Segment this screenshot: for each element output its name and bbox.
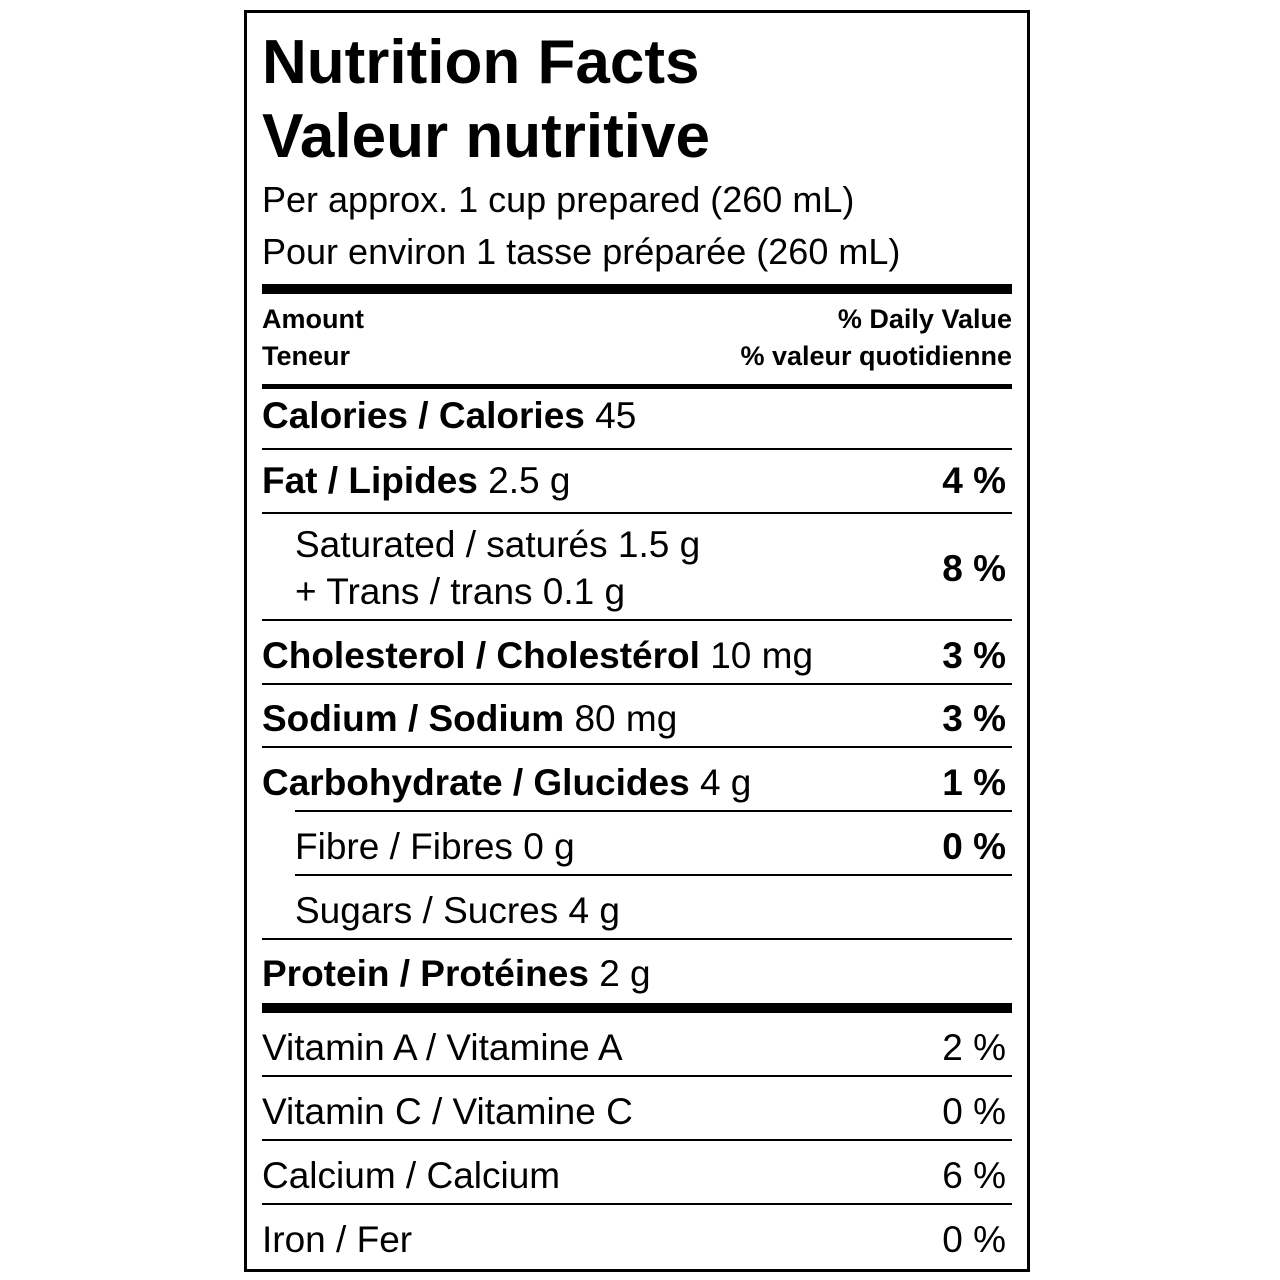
thick-divider	[262, 284, 1012, 294]
calories-label: Calories / Calories	[262, 395, 585, 436]
iron-dv: 0 %	[942, 1219, 1006, 1260]
protein-amount: 2 g	[599, 953, 651, 994]
divider	[262, 683, 1012, 685]
cholesterol-row: Cholesterol / Cholestérol 10 mg	[262, 635, 813, 677]
vitamin-a-label: Vitamin A / Vitamine A	[262, 1027, 623, 1068]
serving-size-fr: Pour environ 1 tasse préparée (260 mL)	[262, 231, 901, 272]
sodium-amount: 80 mg	[574, 698, 678, 739]
fat-label: Fat / Lipides	[262, 460, 478, 501]
medium-divider	[262, 384, 1012, 389]
fibre-label: Fibre / Fibres 0 g	[295, 826, 575, 867]
trans-label: + Trans / trans 0.1 g	[295, 571, 626, 612]
divider	[262, 1203, 1012, 1205]
protein-label: Protein / Protéines	[262, 953, 589, 994]
teneur-header: Teneur	[262, 341, 351, 371]
divider	[295, 810, 1012, 812]
vitamin-c-label: Vitamin C / Vitamine C	[262, 1091, 633, 1132]
divider	[262, 619, 1012, 621]
carbohydrate-label: Carbohydrate / Glucides	[262, 762, 690, 803]
saturated-trans-dv: 8 %	[942, 548, 1006, 589]
divider	[262, 1139, 1012, 1141]
divider	[295, 874, 1012, 876]
divider	[262, 1075, 1012, 1077]
amount-header: Amount	[262, 304, 364, 334]
cholesterol-amount: 10 mg	[710, 635, 814, 676]
carbohydrate-amount: 4 g	[699, 762, 752, 803]
divider	[262, 512, 1012, 514]
daily-value-header-fr: % valeur quotidienne	[740, 341, 1012, 371]
protein-row: Protein / Protéines 2 g	[262, 953, 651, 995]
iron-label: Iron / Fer	[262, 1219, 413, 1260]
serving-size-en: Per approx. 1 cup prepared (260 mL)	[262, 179, 855, 220]
calcium-label: Calcium / Calcium	[262, 1155, 561, 1196]
divider	[262, 746, 1012, 748]
thick-divider	[262, 1003, 1012, 1013]
calcium-dv: 6 %	[942, 1155, 1006, 1196]
daily-value-header-en: % Daily Value	[837, 304, 1012, 334]
cholesterol-label: Cholesterol / Cholestérol	[262, 635, 700, 676]
carbohydrate-row: Carbohydrate / Glucides 4 g	[262, 762, 751, 804]
divider	[262, 448, 1012, 450]
sodium-dv: 3 %	[942, 698, 1006, 739]
title-en: Nutrition Facts	[262, 28, 700, 97]
fat-row: Fat / Lipides 2.5 g	[262, 460, 570, 502]
carbohydrate-dv: 1 %	[942, 762, 1006, 803]
fat-amount: 2.5 g	[488, 460, 571, 501]
cholesterol-dv: 3 %	[942, 635, 1006, 676]
fat-dv: 4 %	[942, 460, 1006, 501]
sugars-label: Sugars / Sucres 4 g	[295, 890, 620, 931]
fibre-dv: 0 %	[942, 826, 1006, 867]
sodium-label: Sodium / Sodium	[262, 698, 565, 739]
calories-row: Calories / Calories 45	[262, 395, 636, 437]
saturated-label: Saturated / saturés 1.5 g	[295, 524, 701, 565]
sodium-row: Sodium / Sodium 80 mg	[262, 698, 677, 740]
vitamin-a-dv: 2 %	[942, 1027, 1006, 1068]
divider	[262, 938, 1012, 940]
calories-amount: 45	[595, 395, 637, 436]
title-fr: Valeur nutritive	[262, 102, 710, 171]
vitamin-c-dv: 0 %	[942, 1091, 1006, 1132]
nutrition-facts-panel	[244, 10, 1030, 1272]
